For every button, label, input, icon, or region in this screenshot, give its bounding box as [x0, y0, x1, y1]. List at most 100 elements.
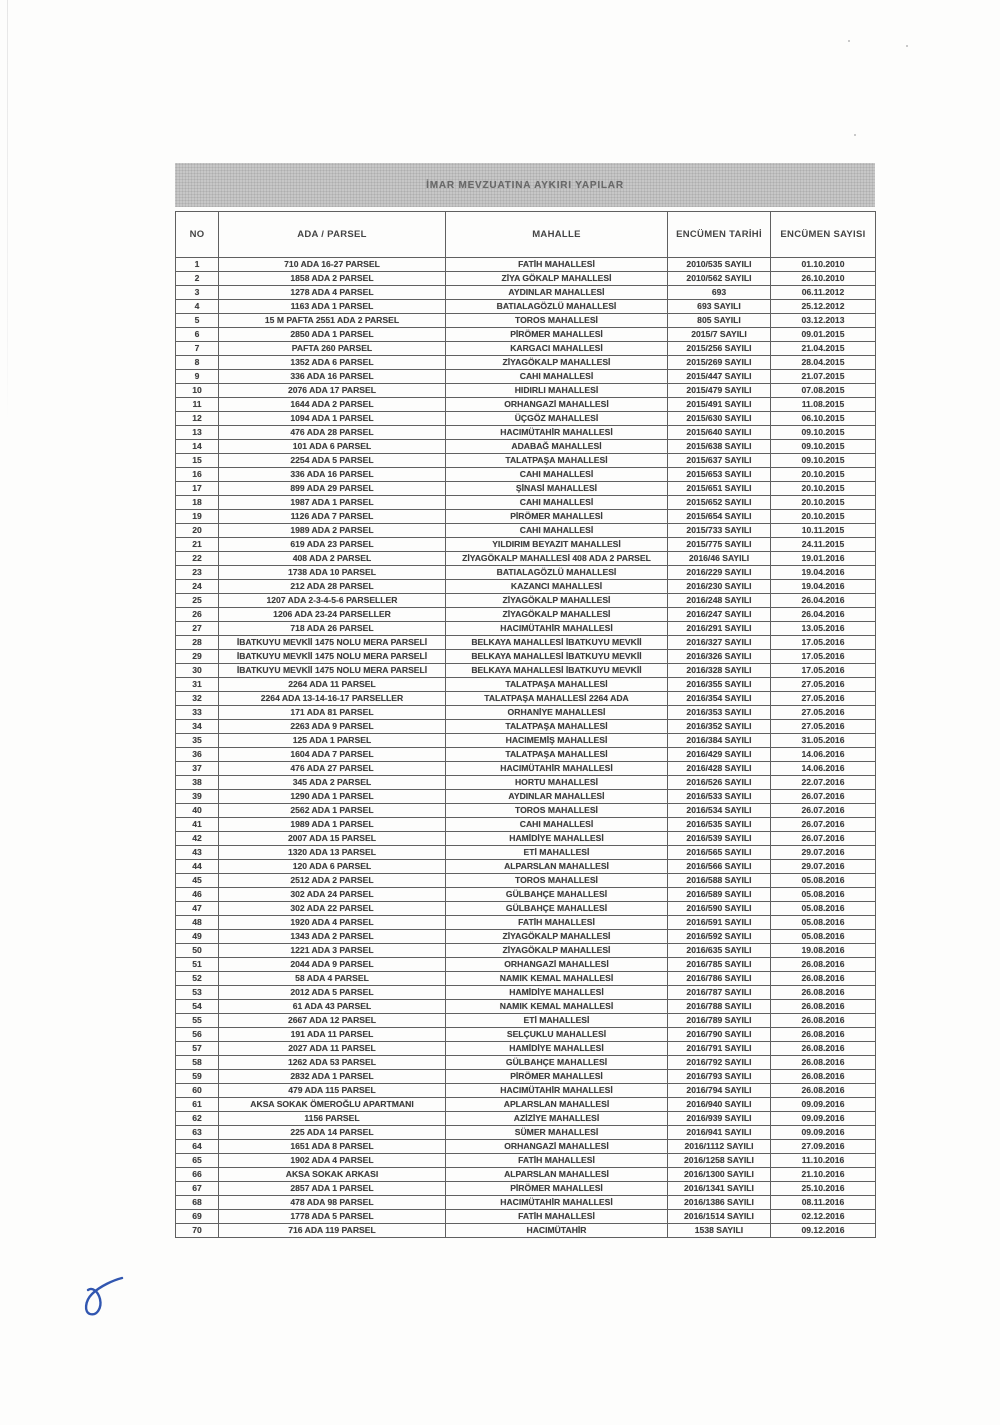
cell-ada-parsel: 61 ADA 43 PARSEL [218, 999, 446, 1014]
cell-encumen-sayisi: 05.08.2016 [770, 929, 876, 944]
table-row: 41 1989 ADA 1 PARSEL CAHI MAHALLESİ 2016/53… [175, 817, 876, 832]
cell-ada-parsel: 2007 ADA 15 PARSEL [218, 831, 446, 846]
cell-encumen-tarihi: 2016/588 SAYILI [667, 873, 771, 888]
cell-encumen-tarihi: 2016/429 SAYILI [667, 747, 771, 762]
cell-encumen-sayisi: 26.07.2016 [770, 817, 876, 832]
cell-mahalle: ETİ MAHALLESİ [445, 1013, 668, 1028]
column-header-encumen-tarihi: ENCÜMEN TARİHİ [667, 211, 771, 258]
cell-encumen-tarihi: 2016/248 SAYILI [667, 593, 771, 608]
cell-no: 11 [175, 397, 219, 412]
table-row: 11 1644 ADA 2 PARSEL ORHANGAZİ MAHALLESİ 20… [175, 397, 876, 412]
cell-encumen-tarihi: 2015/256 SAYILI [667, 341, 771, 356]
cell-encumen-sayisi: 26.08.2016 [770, 1027, 876, 1042]
cell-ada-parsel: 2264 ADA 13-14-16-17 PARSELLER [218, 691, 446, 706]
cell-no: 47 [175, 901, 219, 916]
cell-mahalle: TOROS MAHALLESİ [445, 313, 668, 328]
cell-no: 36 [175, 747, 219, 762]
cell-no: 51 [175, 957, 219, 972]
table-row: 55 2667 ADA 12 PARSEL ETİ MAHALLESİ 2016/78… [175, 1013, 876, 1028]
cell-mahalle: TALATPAŞA MAHALLESİ 2264 ADA [445, 691, 668, 706]
cell-encumen-tarihi: 2015/447 SAYILI [667, 369, 771, 384]
cell-no: 33 [175, 705, 219, 720]
cell-no: 57 [175, 1041, 219, 1056]
cell-encumen-tarihi: 2015/7 SAYILI [667, 327, 771, 342]
table-row: 68 478 ADA 98 PARSEL HACIMÜTAHİR MAHALLESİ… [175, 1195, 876, 1210]
table-row: 34 2263 ADA 9 PARSEL TALATPAŞA MAHALLESİ 20… [175, 719, 876, 734]
cell-encumen-tarihi: 2015/638 SAYILI [667, 439, 771, 454]
cell-encumen-sayisi: 05.08.2016 [770, 873, 876, 888]
cell-no: 37 [175, 761, 219, 776]
cell-no: 46 [175, 887, 219, 902]
cell-encumen-sayisi: 29.07.2016 [770, 845, 876, 860]
cell-encumen-sayisi: 05.08.2016 [770, 901, 876, 916]
cell-encumen-sayisi: 27.05.2016 [770, 719, 876, 734]
cell-mahalle: BATIALAGÖZLÜ MAHALLESİ [445, 299, 668, 314]
cell-no: 18 [175, 495, 219, 510]
cell-encumen-tarihi: 2016/786 SAYILI [667, 971, 771, 986]
cell-encumen-tarihi: 2016/787 SAYILI [667, 985, 771, 1000]
cell-encumen-tarihi: 2016/940 SAYILI [667, 1097, 771, 1112]
cell-no: 68 [175, 1195, 219, 1210]
table-row: 9 336 ADA 16 PARSEL CAHI MAHALLESİ 2015/447… [175, 369, 876, 384]
cell-encumen-tarihi: 2016/1112 SAYILI [667, 1139, 771, 1154]
cell-no: 2 [175, 271, 219, 286]
cell-no: 69 [175, 1209, 219, 1224]
table-row: 43 1320 ADA 13 PARSEL ETİ MAHALLESİ 2016/56… [175, 845, 876, 860]
cell-encumen-tarihi: 2016/1514 SAYILI [667, 1209, 771, 1224]
cell-ada-parsel: 476 ADA 27 PARSEL [218, 761, 446, 776]
cell-ada-parsel: İBATKUYU MEVKİİ 1475 NOLU MERA PARSELİ [218, 635, 446, 650]
cell-mahalle: BELKAYA MAHALLESİ İBATKUYU MEVKİİ [445, 649, 668, 664]
table-row: 61 AKSA SOKAK ÖMEROĞLU APARTMANI APLARSLAN… [175, 1097, 876, 1112]
cell-ada-parsel: 1207 ADA 2-3-4-5-6 PARSELLER [218, 593, 446, 608]
cell-mahalle: ZİYA GÖKALP MAHALLESİ [445, 271, 668, 286]
cell-encumen-tarihi: 2016/230 SAYILI [667, 579, 771, 594]
table-row: 28 İBATKUYU MEVKİİ 1475 NOLU MERA PARSELİ… [175, 635, 876, 650]
cell-encumen-sayisi: 26.08.2016 [770, 1083, 876, 1098]
document-title-bar: İMAR MEVZUATINA AYKIRI YAPILAR [175, 163, 875, 207]
table-row: 14 101 ADA 6 PARSEL ADABAĞ MAHALLESİ 2015/6… [175, 439, 876, 454]
cell-mahalle: ORHANİYE MAHALLESİ [445, 705, 668, 720]
cell-mahalle: ŞİNASİ MAHALLESİ [445, 481, 668, 496]
table-row: 48 1920 ADA 4 PARSEL FATİH MAHALLESİ 2016/5… [175, 915, 876, 930]
table-row: 33 171 ADA 81 PARSEL ORHANİYE MAHALLESİ 201… [175, 705, 876, 720]
cell-encumen-sayisi: 11.10.2016 [770, 1153, 876, 1168]
cell-no: 31 [175, 677, 219, 692]
table-row: 23 1738 ADA 10 PARSEL BATIALAGÖZLÜ MAHALLE… [175, 565, 876, 580]
table-row: 39 1290 ADA 1 PARSEL AYDINLAR MAHALLESİ 201… [175, 789, 876, 804]
cell-no: 54 [175, 999, 219, 1014]
cell-ada-parsel: 2850 ADA 1 PARSEL [218, 327, 446, 342]
cell-no: 40 [175, 803, 219, 818]
cell-ada-parsel: 120 ADA 6 PARSEL [218, 859, 446, 874]
cell-encumen-tarihi: 2016/939 SAYILI [667, 1111, 771, 1126]
cell-mahalle: ETİ MAHALLESİ [445, 845, 668, 860]
cell-no: 6 [175, 327, 219, 342]
cell-no: 64 [175, 1139, 219, 1154]
cell-encumen-tarihi: 693 SAYILI [667, 299, 771, 314]
cell-no: 61 [175, 1097, 219, 1112]
cell-no: 53 [175, 985, 219, 1000]
cell-encumen-sayisi: 27.05.2016 [770, 691, 876, 706]
cell-encumen-tarihi: 2015/733 SAYILI [667, 523, 771, 538]
cell-mahalle: ZİYAGÖKALP MAHALLESİ [445, 607, 668, 622]
cell-encumen-tarihi: 2015/653 SAYILI [667, 467, 771, 482]
cell-ada-parsel: PAFTA 260 PARSEL [218, 341, 446, 356]
cell-encumen-tarihi: 2016/590 SAYILI [667, 901, 771, 916]
cell-encumen-tarihi: 2015/651 SAYILI [667, 481, 771, 496]
cell-no: 44 [175, 859, 219, 874]
table-row: 53 2012 ADA 5 PARSEL HAMİDİYE MAHALLESİ 201… [175, 985, 876, 1000]
table-row: 37 476 ADA 27 PARSEL HACIMÜTAHİR MAHALLESİ… [175, 761, 876, 776]
cell-mahalle: HAMİDİYE MAHALLESİ [445, 831, 668, 846]
cell-ada-parsel: 191 ADA 11 PARSEL [218, 1027, 446, 1042]
cell-encumen-tarihi: 2016/46 SAYILI [667, 551, 771, 566]
cell-mahalle: CAHI MAHALLESİ [445, 495, 668, 510]
table-row: 62 1156 PARSEL AZİZİYE MAHALLESİ 2016/939 S… [175, 1111, 876, 1126]
cell-no: 14 [175, 439, 219, 454]
cell-ada-parsel: 478 ADA 98 PARSEL [218, 1195, 446, 1210]
cell-no: 13 [175, 425, 219, 440]
cell-encumen-sayisi: 27.05.2016 [770, 705, 876, 720]
cell-mahalle: FATİH MAHALLESİ [445, 1209, 668, 1224]
cell-no: 52 [175, 971, 219, 986]
scan-speck [854, 134, 856, 136]
cell-encumen-sayisi: 26.08.2016 [770, 1055, 876, 1070]
table-row: 40 2562 ADA 1 PARSEL TOROS MAHALLESİ 2016/5… [175, 803, 876, 818]
